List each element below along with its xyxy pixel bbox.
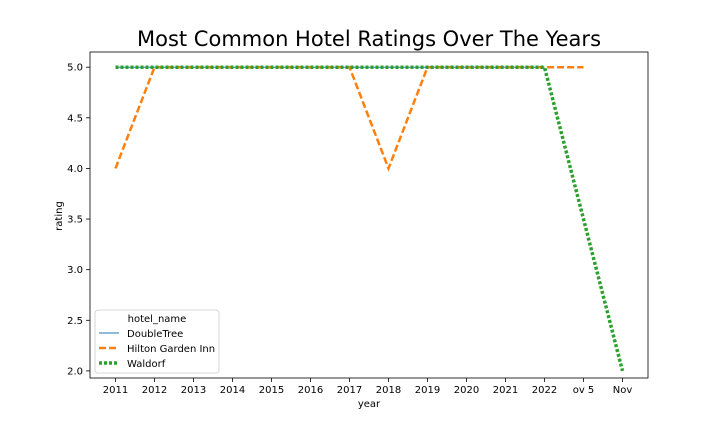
y-tick-label: 3.5 <box>67 215 83 226</box>
x-tick-label: 2022 <box>532 385 557 396</box>
plot-frame <box>89 51 649 379</box>
x-tick-label: 2019 <box>415 385 440 396</box>
x-tick-label: 2021 <box>493 385 518 396</box>
x-tick-label: Nov <box>613 385 633 396</box>
legend-title: hotel_name <box>128 314 187 325</box>
x-tick-label: 2018 <box>376 385 401 396</box>
x-tick-label: 2013 <box>181 385 206 396</box>
x-tick-label: 2017 <box>337 385 362 396</box>
y-tick-label: 2.0 <box>67 366 83 377</box>
legend: hotel_name DoubleTree Hilton Garden Inn … <box>94 309 220 374</box>
x-axis-label: year <box>358 399 381 410</box>
legend-label-waldorf: Waldorf <box>127 359 166 370</box>
x-tick-label: ov 5 <box>573 385 595 396</box>
chart-title: Most Common Hotel Ratings Over The Years <box>137 27 601 51</box>
legend-label-hilton-garden-inn: Hilton Garden Inn <box>127 344 215 355</box>
y-tick-label: 3.0 <box>67 265 83 276</box>
x-tick-label: 2016 <box>298 385 323 396</box>
y-tick-label: 2.5 <box>67 316 83 327</box>
x-axis: 2011 2012 2013 2014 2015 2016 2017 2018 2019 2020… <box>103 378 633 396</box>
legend-box <box>94 309 220 374</box>
x-tick-label: 2020 <box>454 385 479 396</box>
y-axis-label: rating <box>54 201 65 231</box>
y-axis: 2.0 2.5 3.0 3.5 4.0 4.5 5.0 <box>67 63 90 377</box>
x-tick-label: 2015 <box>259 385 284 396</box>
y-tick-label: 4.0 <box>67 164 83 175</box>
y-tick-label: 5.0 <box>67 63 83 74</box>
series-layer <box>114 65 625 372</box>
series-line-waldorf <box>115 65 625 372</box>
x-tick-label: 2014 <box>220 385 245 396</box>
x-tick-label: 2012 <box>142 385 167 396</box>
series-line-hilton-garden-inn <box>114 65 584 172</box>
x-tick-label: 2011 <box>103 385 128 396</box>
legend-label-doubletree: DoubleTree <box>127 329 183 340</box>
y-tick-label: 4.5 <box>67 113 83 124</box>
